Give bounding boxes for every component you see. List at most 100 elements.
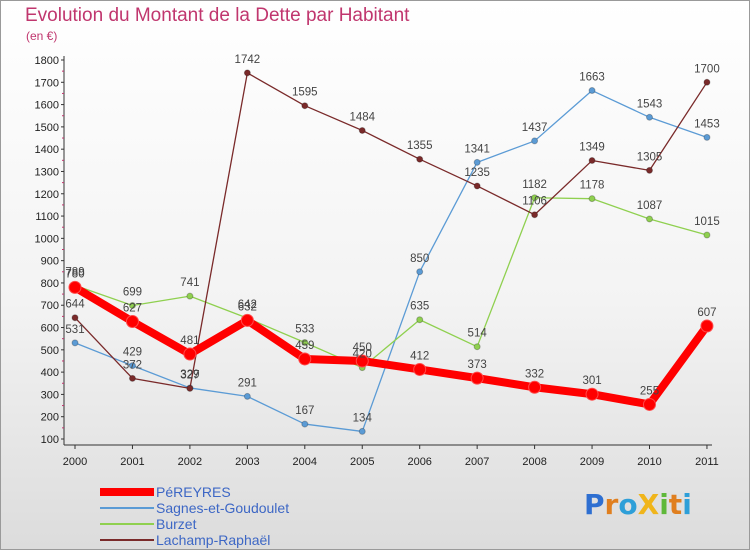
data-label: 780 — [65, 268, 84, 280]
data-label: 1087 — [637, 200, 663, 212]
data-point — [703, 78, 711, 86]
data-point — [646, 166, 653, 174]
data-point — [71, 339, 79, 347]
data-label: 372 — [123, 359, 142, 371]
data-label: 1235 — [464, 167, 490, 179]
data-label: 850 — [410, 253, 429, 265]
data-label: 1015 — [694, 216, 720, 228]
data-label: 167 — [295, 405, 314, 417]
legend-label: Sagnes-et-Goudoulet — [156, 500, 290, 516]
data-label: 1484 — [349, 111, 375, 123]
data-point — [473, 182, 481, 190]
data-point — [643, 397, 656, 411]
legend-label: Lachamp-Raphaël — [156, 532, 271, 548]
data-point — [588, 87, 596, 95]
data-label: 332 — [525, 368, 544, 380]
x-tick-label: 2005 — [350, 456, 374, 468]
data-label: 255 — [640, 385, 659, 397]
logo-letter: i — [659, 488, 669, 521]
data-point — [531, 211, 539, 219]
x-tick-label: 2010 — [637, 456, 661, 468]
data-label: 327 — [180, 369, 199, 381]
x-tick-label: 2011 — [695, 456, 719, 468]
data-label: 1742 — [235, 54, 261, 66]
data-point — [183, 347, 197, 361]
data-point — [413, 362, 427, 376]
data-point — [588, 195, 596, 203]
x-tick-label: 2003 — [235, 456, 259, 468]
data-label: 1305 — [637, 151, 663, 163]
x-tick-label: 2001 — [120, 456, 144, 468]
series-line — [71, 283, 711, 409]
data-label: 607 — [697, 307, 716, 319]
y-tick-label: 1500 — [35, 122, 59, 134]
legend-swatch — [100, 523, 154, 525]
y-tick-label: 1200 — [35, 189, 59, 201]
data-point — [700, 319, 714, 333]
data-label: 635 — [410, 301, 429, 313]
data-point — [298, 352, 312, 366]
data-point — [68, 280, 82, 294]
data-label: 644 — [65, 299, 85, 311]
data-point — [128, 301, 136, 309]
series-line — [74, 197, 708, 369]
legend-swatch — [100, 539, 154, 541]
logo-letter: X — [637, 488, 660, 521]
data-point — [646, 113, 653, 121]
data-point — [128, 362, 136, 370]
data-label: 632 — [238, 301, 257, 313]
y-tick-label: 1600 — [35, 100, 59, 112]
data-label: 1355 — [407, 140, 433, 152]
x-tick-label: 2006 — [407, 456, 431, 468]
series-line — [74, 72, 708, 390]
data-label: 699 — [123, 286, 142, 298]
y-tick-label: 600 — [41, 323, 59, 335]
data-label: 1341 — [464, 143, 490, 155]
x-tick-label: 2000 — [63, 456, 87, 468]
y-tick-label: 1000 — [35, 233, 59, 245]
data-point — [416, 155, 424, 163]
data-point — [128, 374, 136, 382]
data-label: 1543 — [637, 98, 663, 110]
data-label: 1106 — [522, 196, 547, 208]
unit-label: (en €) — [26, 29, 58, 43]
legend-item: PéREYRES — [100, 484, 289, 500]
data-point — [470, 371, 484, 385]
logo-letter: P — [584, 488, 605, 521]
data-label: 420 — [353, 349, 372, 361]
data-point — [186, 384, 194, 392]
proxiti-logo: ProXiti — [584, 488, 692, 521]
data-point — [301, 102, 309, 110]
logo-letter: r — [604, 488, 619, 521]
data-point — [473, 343, 481, 351]
data-label: 741 — [180, 277, 199, 289]
data-label: 429 — [123, 347, 142, 359]
data-point — [531, 137, 539, 145]
data-label: 533 — [295, 323, 314, 335]
data-point — [358, 126, 366, 134]
data-point — [358, 427, 366, 435]
data-point — [243, 392, 251, 400]
logo-letter: o — [618, 488, 638, 521]
data-point — [243, 69, 251, 77]
data-point — [301, 338, 309, 346]
data-label: 531 — [65, 324, 84, 336]
data-point — [528, 380, 542, 394]
data-label: 412 — [410, 350, 429, 362]
legend: PéREYRES Sagnes-et-Goudoulet Burzet Lachamp… — [100, 484, 289, 548]
data-point — [71, 314, 79, 322]
legend-label: Burzet — [156, 516, 197, 532]
y-tick-label: 300 — [41, 389, 59, 401]
y-tick-label: 1800 — [35, 55, 59, 67]
y-tick-label: 500 — [41, 345, 59, 357]
data-label: 291 — [238, 377, 257, 389]
legend-item: Sagnes-et-Goudoulet — [100, 500, 289, 516]
data-point — [703, 133, 711, 141]
y-tick-label: 1300 — [35, 166, 59, 178]
data-label: 450 — [353, 342, 372, 354]
data-label: 134 — [353, 412, 373, 424]
data-label: 1595 — [292, 87, 318, 99]
data-label: 459 — [295, 340, 314, 352]
y-tick-label: 200 — [41, 412, 59, 424]
